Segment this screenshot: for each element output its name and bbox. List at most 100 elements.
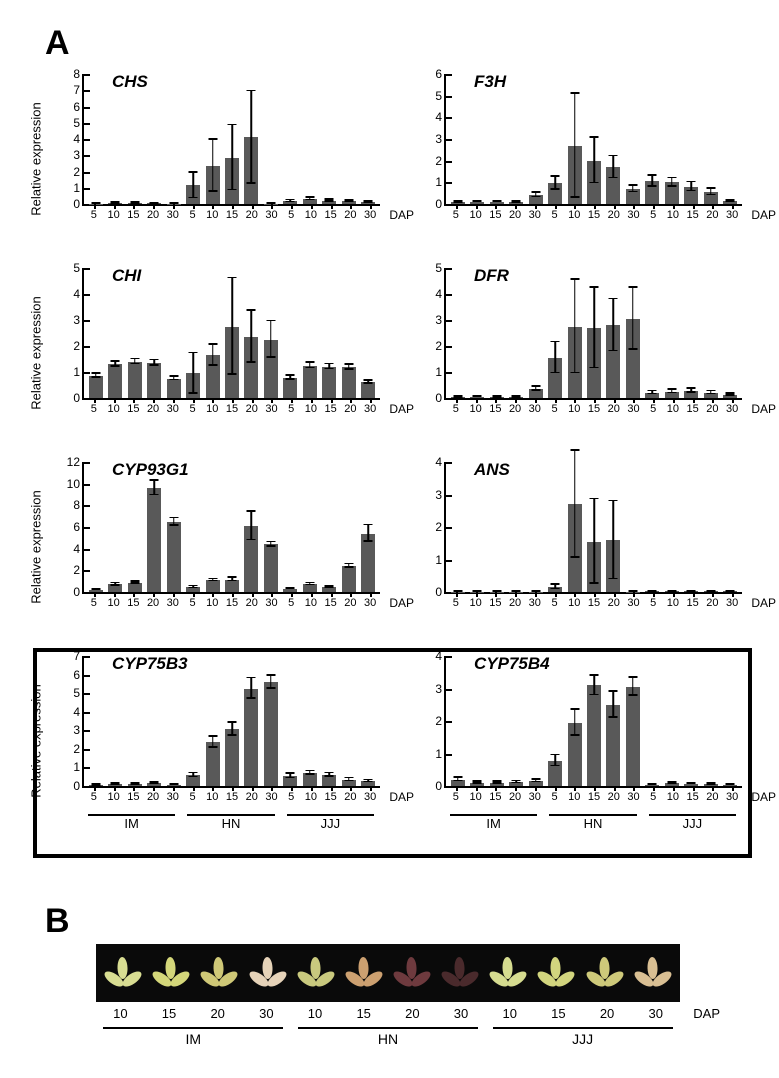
bar	[225, 729, 239, 786]
error-cap	[648, 174, 657, 176]
x-tick-label: 10	[107, 791, 119, 803]
error-cap	[570, 196, 579, 198]
error-cap	[492, 782, 501, 784]
error-cap	[512, 201, 521, 203]
x-tick-label: 5	[650, 791, 656, 803]
chart-chi: Relative expressionCHI012345510152030510…	[40, 258, 388, 448]
x-tick-label: 30	[265, 597, 277, 609]
x-tick-label: 20	[246, 403, 258, 415]
bar	[167, 522, 181, 592]
y-tick-label: 3	[435, 488, 446, 502]
error-cap	[286, 374, 295, 376]
x-tick-label: 15	[226, 209, 238, 221]
error-cap	[667, 783, 676, 785]
error-cap	[305, 199, 314, 201]
chart-cyp75b3: Relative expressionCYP75B301234567510152…	[40, 646, 388, 836]
y-tick-label: 4	[73, 132, 84, 146]
x-tick-label: 15	[489, 403, 501, 415]
error-cap	[130, 358, 139, 360]
x-tick-label: 10	[305, 209, 317, 221]
x-tick-label: 20	[608, 791, 620, 803]
error-cap	[286, 777, 295, 779]
y-tick-label: 1	[435, 175, 446, 189]
error-line	[574, 710, 576, 736]
gene-name: ANS	[474, 460, 510, 480]
x-tick-label: 30	[529, 791, 541, 803]
x-tick-label: 15	[325, 791, 337, 803]
x-tick-label: 20	[608, 403, 620, 415]
x-tick-label: 15	[687, 597, 699, 609]
y-tick-label: 0	[435, 779, 446, 793]
x-tick-label: 20	[608, 209, 620, 221]
husk-sample	[585, 952, 625, 994]
x-tick-label: 15	[325, 403, 337, 415]
x-tick-label: 5	[189, 403, 195, 415]
error-cap	[570, 372, 579, 374]
error-line	[574, 451, 576, 558]
error-cap	[364, 781, 373, 783]
error-cap	[531, 781, 540, 783]
bar	[89, 376, 103, 398]
x-tick-label: 20	[147, 403, 159, 415]
chart-cyp93g1: Relative expressionCYP93G102468101251015…	[40, 452, 388, 642]
x-tick-label: 15	[226, 403, 238, 415]
group-label: HN	[584, 816, 603, 831]
error-cap	[531, 385, 540, 387]
error-cap	[169, 524, 178, 526]
y-tick-label: 3	[435, 682, 446, 696]
y-axis-label: Relative expression	[29, 296, 44, 409]
x-tick-label: 15	[127, 791, 139, 803]
error-cap	[590, 498, 599, 500]
plot-area: 012345510152030510152030510152030DAP	[82, 268, 380, 400]
error-cap	[169, 783, 178, 785]
husk-sample	[248, 952, 288, 994]
chart-dfr: DFR012345510152030510152030510152030DAP	[402, 258, 750, 448]
error-line	[270, 321, 272, 357]
x-tick-label: 15	[127, 209, 139, 221]
x-tick-label: 5	[91, 403, 97, 415]
error-cap	[266, 545, 275, 547]
x-tick-label: 15	[489, 597, 501, 609]
husk-sample	[488, 952, 528, 994]
y-tick-label: 2	[435, 520, 446, 534]
y-tick-label: 6	[73, 668, 84, 682]
error-cap	[531, 196, 540, 198]
x-tick-label: 5	[453, 403, 459, 415]
y-tick-label: 4	[435, 455, 446, 469]
husk-group-underline	[298, 1027, 478, 1029]
x-tick-label: 10	[667, 791, 679, 803]
plot-area: 012345678510152030510152030510152030DAP	[82, 74, 380, 206]
error-cap	[706, 194, 715, 196]
error-cap	[628, 694, 637, 696]
error-cap	[286, 588, 295, 590]
error-cap	[325, 368, 334, 370]
x-tick-label: 20	[706, 209, 718, 221]
husk-x-label: 10	[96, 1006, 145, 1021]
error-cap	[628, 348, 637, 350]
y-tick-label: 0	[435, 197, 446, 211]
x-tick-label: 15	[588, 791, 600, 803]
x-tick-label: 30	[627, 597, 639, 609]
husk-x-label: 10	[291, 1006, 340, 1021]
x-tick-label: 20	[608, 597, 620, 609]
error-cap	[150, 364, 159, 366]
y-tick-label: 2	[435, 154, 446, 168]
x-tick-label: 20	[246, 209, 258, 221]
group-label: IM	[124, 816, 138, 831]
husk-group-label: IM	[186, 1031, 202, 1047]
x-tick-label: 5	[551, 791, 557, 803]
error-line	[251, 311, 253, 363]
plot-area: 012345510152030510152030510152030DAP	[444, 268, 742, 400]
x-tick-label: 30	[627, 209, 639, 221]
error-cap	[305, 584, 314, 586]
x-tick-label: 10	[305, 791, 317, 803]
x-tick-label: 20	[706, 403, 718, 415]
x-tick-label: 30	[265, 209, 277, 221]
error-cap	[189, 352, 198, 354]
error-cap	[590, 582, 599, 584]
x-tick-label: 5	[91, 209, 97, 221]
error-cap	[228, 580, 237, 582]
bar	[206, 742, 220, 786]
error-cap	[247, 182, 256, 184]
x-tick-label: 30	[529, 597, 541, 609]
